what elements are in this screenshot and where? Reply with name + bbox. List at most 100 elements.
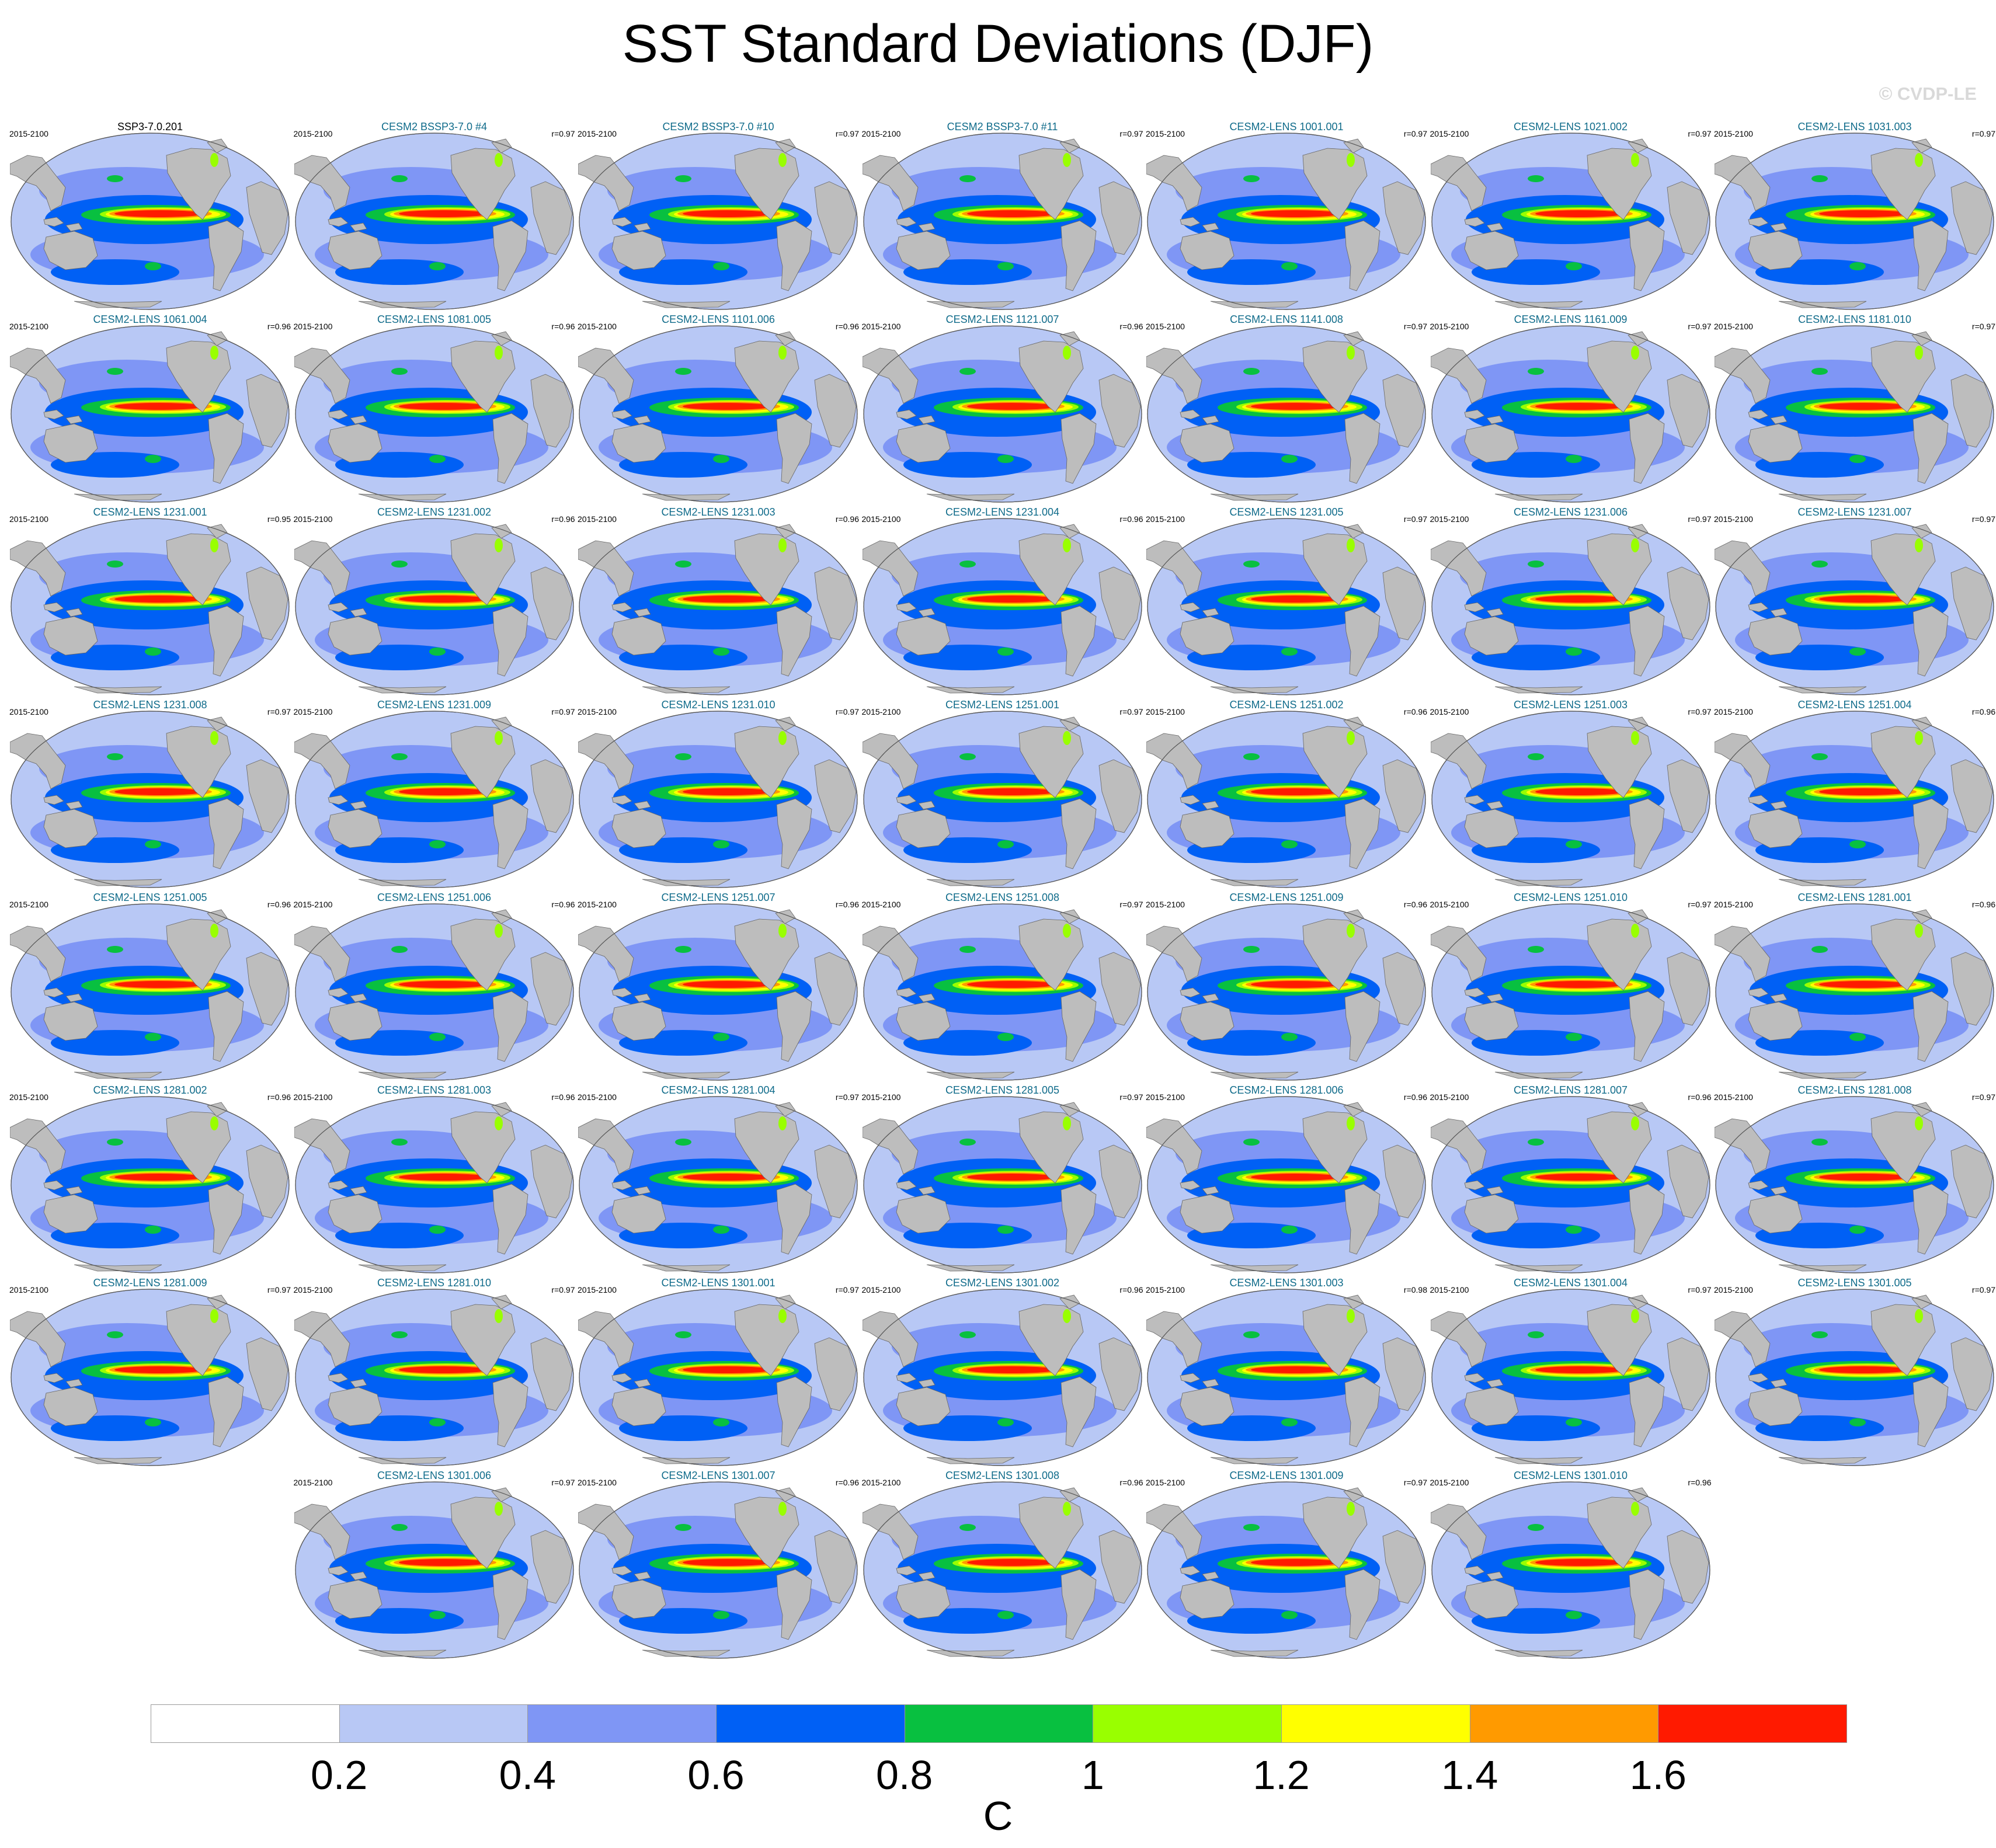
land-mass: [1715, 925, 1771, 982]
panel-title: CESM2-LENS 1001.001: [1229, 121, 1344, 133]
panel-correlation: r=0.97: [1688, 900, 1712, 909]
north-atlantic-patch: [1347, 346, 1355, 360]
panel-title: CESM2-LENS 1301.008: [945, 1470, 1060, 1481]
land-mass: [65, 415, 83, 424]
kuroshio-patch: [1811, 368, 1828, 375]
colorbar: [151, 1704, 1847, 1744]
land-mass: [896, 1565, 917, 1576]
kuroshio-patch: [675, 1524, 691, 1531]
panel-correlation: r=0.97: [267, 1285, 291, 1294]
land-mass: [1770, 1379, 1788, 1388]
kuroshio-patch: [675, 1139, 691, 1146]
enso-red: [1535, 981, 1624, 988]
world-map: [1430, 903, 1710, 1081]
southern-green-patch: [1281, 262, 1298, 270]
land-mass: [1464, 1373, 1485, 1383]
land-mass: [492, 991, 528, 1062]
land-mass: [1667, 374, 1709, 448]
map-panel: CESM2-LENS 1231.001 2015-2100 r=0.95: [8, 506, 292, 696]
land-mass: [1486, 1379, 1504, 1388]
land-mass: [776, 413, 812, 484]
map-border: [863, 1481, 1142, 1659]
map-border: [579, 1096, 858, 1273]
land-mass: [611, 1565, 632, 1576]
colorbar-bin: [1469, 1704, 1659, 1743]
land-mass: [1748, 616, 1803, 656]
land-mass: [611, 1387, 666, 1426]
world-map: [1430, 1289, 1710, 1466]
land-mass: [1098, 566, 1140, 641]
panel-years: 2015-2100: [293, 322, 333, 331]
enso-red: [114, 210, 203, 217]
world-map: [294, 1289, 574, 1466]
panel-title: CESM2-LENS 1301.006: [377, 1470, 492, 1481]
land-mass: [530, 181, 572, 255]
southern-green-patch: [145, 1033, 161, 1041]
southern-green-patch: [1281, 455, 1298, 463]
land-mass: [578, 1504, 634, 1560]
land-mass: [349, 993, 367, 1003]
land-mass: [814, 952, 857, 1026]
panel-correlation: r=0.97: [1119, 707, 1143, 716]
southern-green-patch: [1849, 262, 1866, 270]
north-atlantic-patch: [1347, 924, 1355, 938]
enso-red: [1535, 788, 1624, 795]
panel-years: 2015-2100: [1146, 514, 1185, 524]
enso-red: [683, 210, 771, 217]
land-mass: [896, 217, 917, 227]
land-mass: [896, 795, 917, 805]
land-mass: [294, 1118, 350, 1175]
southern-green-patch: [997, 1611, 1014, 1619]
map-border: [1431, 903, 1710, 1081]
panel-years: 2015-2100: [1146, 1092, 1185, 1102]
north-atlantic-patch: [1347, 153, 1355, 167]
land-mass: [294, 1504, 350, 1560]
kuroshio-patch: [1811, 561, 1828, 568]
land-mass: [43, 602, 64, 612]
land-mass: [492, 1184, 528, 1255]
colorbar-bin: [1093, 1704, 1282, 1743]
land-mass: [1098, 1144, 1140, 1219]
north-atlantic-patch: [1915, 346, 1923, 360]
map-panel: CESM2-LENS 1231.010 2015-2100 r=0.97: [576, 698, 860, 889]
map-border: [11, 1289, 290, 1466]
land-mass: [1464, 1387, 1518, 1426]
land-mass: [1180, 1194, 1235, 1234]
panel-years: 2015-2100: [1714, 322, 1753, 331]
world-map: [1715, 903, 1994, 1081]
enso-red: [1535, 1366, 1624, 1373]
enso-red: [1251, 981, 1340, 988]
panel-correlation: r=0.96: [1119, 1285, 1143, 1294]
land-mass: [1486, 1571, 1504, 1581]
land-mass: [328, 1194, 382, 1234]
land-mass: [349, 608, 367, 617]
panel-correlation: r=0.96: [835, 900, 859, 909]
panel-years: 2015-2100: [578, 322, 617, 331]
land-mass: [1060, 220, 1096, 291]
land-mass: [1180, 1180, 1201, 1191]
land-mass: [208, 991, 244, 1062]
panel-years: 2015-2100: [578, 1285, 617, 1294]
land-mass: [1060, 1184, 1096, 1255]
land-mass: [862, 1311, 918, 1367]
land-mass: [1180, 602, 1201, 612]
land-mass: [1464, 602, 1485, 612]
land-mass: [896, 987, 917, 998]
panel-correlation: r=0.97: [1971, 514, 1995, 524]
southern-green-patch: [1565, 455, 1582, 463]
north-atlantic-patch: [1915, 924, 1923, 938]
land-mass: [1950, 566, 1993, 641]
southern-green-patch: [997, 1033, 1014, 1041]
map-border: [1147, 1096, 1426, 1273]
kuroshio-patch: [107, 1331, 123, 1338]
panel-correlation: r=0.97: [1688, 129, 1712, 138]
land-mass: [1146, 540, 1202, 597]
kuroshio-patch: [391, 1331, 408, 1338]
land-mass: [349, 801, 367, 810]
land-mass: [1770, 222, 1788, 232]
world-map: [1146, 1289, 1426, 1466]
land-mass: [1430, 1504, 1486, 1560]
land-mass: [1180, 809, 1235, 848]
map-border: [579, 133, 858, 310]
kuroshio-patch: [1527, 946, 1544, 953]
